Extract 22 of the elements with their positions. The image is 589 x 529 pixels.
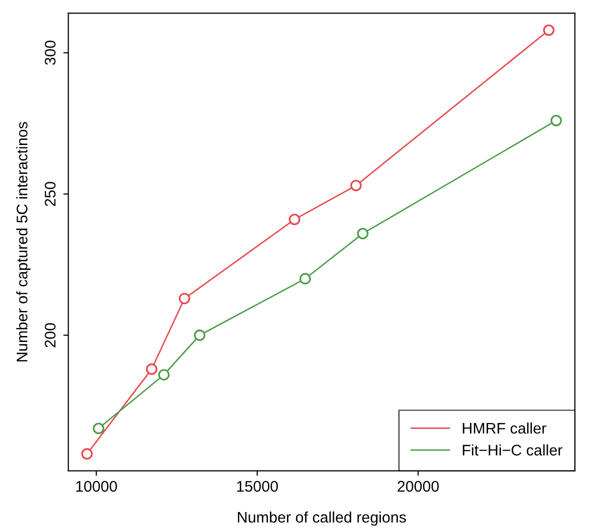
- point: [288, 214, 300, 226]
- y-tick-label: 200: [44, 323, 56, 348]
- point: [81, 448, 93, 460]
- x-axis-title: Number of called regions: [238, 511, 406, 526]
- y-tick-label: 250: [44, 182, 56, 206]
- point: [178, 292, 190, 304]
- point: [550, 114, 562, 126]
- y-tick-label: 300: [44, 40, 56, 65]
- point: [543, 24, 554, 36]
- point: [146, 363, 158, 375]
- point: [194, 330, 206, 341]
- point: [158, 369, 170, 380]
- point: [350, 180, 362, 192]
- x-tick-label: 15000: [237, 480, 278, 492]
- legend-label: HMRF caller: [462, 422, 546, 434]
- x-tick-label: 20000: [398, 480, 439, 492]
- y-axis-title: Number of captured 5C interactinos: [16, 122, 30, 362]
- legend-label: Fit−Hi−C caller: [462, 444, 562, 456]
- point: [299, 273, 311, 284]
- point: [92, 422, 104, 434]
- x-tick-label: 10000: [76, 480, 117, 492]
- point: [357, 228, 368, 240]
